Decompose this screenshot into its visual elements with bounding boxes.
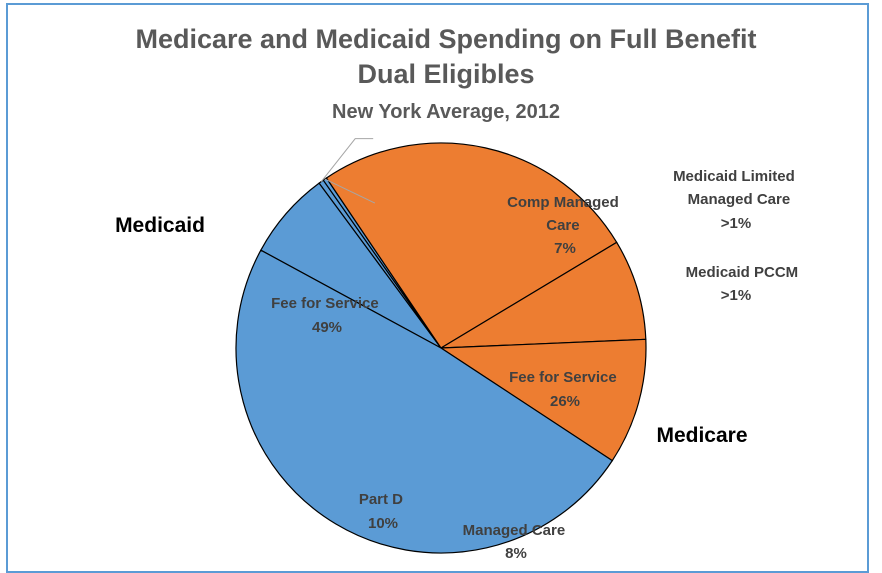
slice-label-medicare-fee-for-service: Fee for Service 26% xyxy=(509,369,621,410)
slice-label-part-d: Part D 10% xyxy=(359,491,407,532)
chart-title: Medicare and Medicaid Spending on Full B… xyxy=(135,24,756,54)
leader-line-medicaid-limited-managed-care xyxy=(320,138,374,182)
slice-label-medicaid-limited-managed-care: Medicaid Limited Managed Care >1% xyxy=(673,168,799,232)
pie-slice-6 xyxy=(235,249,614,554)
category-label-medicaid: Medicaid xyxy=(115,214,205,237)
leader-line-medicaid-pccm xyxy=(324,178,376,204)
slice-label-medicare-managed-care: Managed Care 8% xyxy=(463,522,570,562)
pie-slice-3 xyxy=(325,142,618,349)
chart-title-line2: Dual Eligibles xyxy=(357,59,534,89)
pie-slice-4 xyxy=(440,241,647,349)
slice-label-comp-managed-care: Comp Managed Care 7% xyxy=(507,194,623,257)
leader-lines xyxy=(320,138,376,204)
category-label-medicare: Medicare xyxy=(656,424,747,447)
pie-slice-5 xyxy=(439,338,647,462)
slice-label-medicaid-pccm: Medicaid PCCM >1% xyxy=(686,264,803,304)
pie-slices xyxy=(235,142,647,554)
slice-label-medicaid-fee-for-service: Fee for Service 49% xyxy=(271,295,383,336)
chart-subtitle: New York Average, 2012 xyxy=(332,101,560,123)
